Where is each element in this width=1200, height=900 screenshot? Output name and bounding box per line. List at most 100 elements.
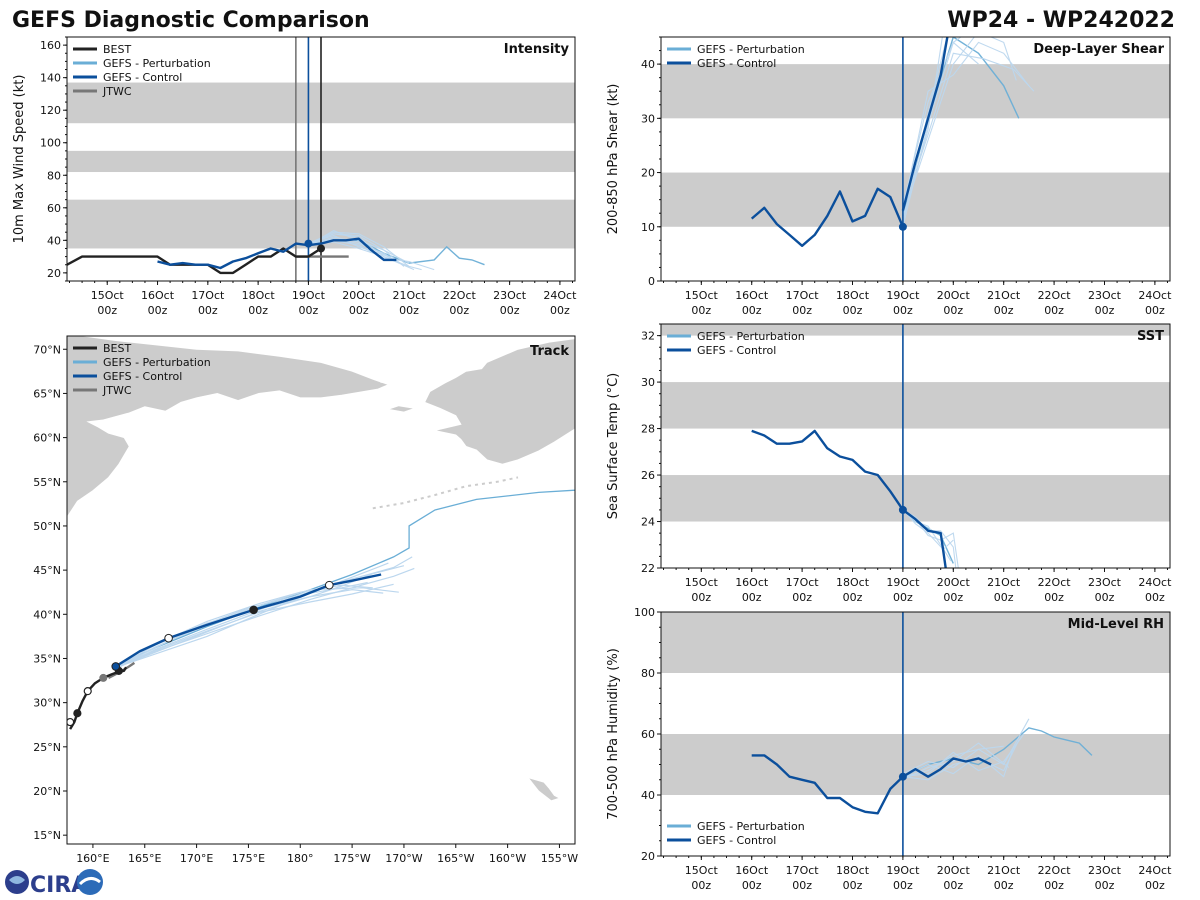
track-ytick-label: 60°N xyxy=(33,432,61,445)
land-alaska xyxy=(424,338,575,465)
shear-plot-area xyxy=(661,37,1170,281)
shear-xtick-day: 24Oct xyxy=(1138,289,1172,302)
sst-control-marker xyxy=(898,505,907,514)
rh-xtick-hour: 00z xyxy=(893,879,913,892)
track-ytick-label: 35°N xyxy=(33,652,61,665)
shear-band xyxy=(661,64,1170,119)
sst-ytick-label: 28 xyxy=(641,423,655,436)
intensity-xtick-day: 23Oct xyxy=(493,289,527,302)
rh-ytick-label: 100 xyxy=(634,606,655,619)
track-legend-label: BEST xyxy=(103,342,131,355)
land-hawaii xyxy=(527,776,561,802)
shear-control-forecast-line xyxy=(901,37,949,211)
agency-seal-wave-icon xyxy=(78,877,101,886)
rh-xtick-day: 15Oct xyxy=(685,864,719,877)
track-map-area xyxy=(67,336,575,844)
land-st-lawrence-island xyxy=(388,405,415,413)
track-xtick-label: 160°W xyxy=(489,852,526,865)
sst-legend-label: GEFS - Control xyxy=(697,344,776,357)
intensity-xtick-hour: 00z xyxy=(248,304,268,317)
sst-xtick-day: 18Oct xyxy=(836,576,870,589)
rh-perturbation-line xyxy=(902,745,1004,775)
intensity-xtick-day: 15Oct xyxy=(91,289,125,302)
track-ytick-label: 70°N xyxy=(33,343,61,356)
intensity-perturbation-line xyxy=(308,233,405,267)
sst-ytick-label: 22 xyxy=(641,562,655,575)
rh-xtick-day: 20Oct xyxy=(937,864,971,877)
rh-legend-label: GEFS - Perturbation xyxy=(697,820,805,833)
intensity-xtick-hour: 00z xyxy=(349,304,369,317)
sst-xtick-day: 19Oct xyxy=(886,576,920,589)
shear-xtick-day: 18Oct xyxy=(836,289,870,302)
shear-xtick-hour: 00z xyxy=(691,304,711,317)
intensity-xtick-day: 17Oct xyxy=(191,289,225,302)
sst-legend-label: GEFS - Perturbation xyxy=(697,330,805,343)
rh-xtick-hour: 00z xyxy=(792,879,812,892)
intensity-legend-label: JTWC xyxy=(102,85,132,98)
track-xtick-label: 165°W xyxy=(437,852,474,865)
shear-xtick-day: 22Oct xyxy=(1038,289,1072,302)
shear-xtick-day: 16Oct xyxy=(735,289,769,302)
rh-xtick-day: 16Oct xyxy=(735,864,769,877)
shear-xtick-hour: 00z xyxy=(943,304,963,317)
rh-legend-label: GEFS - Control xyxy=(697,834,776,847)
sst-xtick-hour: 00z xyxy=(943,591,963,604)
intensity-xtick-hour: 00z xyxy=(500,304,520,317)
track-panel-title: Track xyxy=(530,344,569,359)
rh-control-marker xyxy=(898,772,907,781)
intensity-xtick-hour: 00z xyxy=(198,304,218,317)
intensity-plot-area xyxy=(67,37,575,281)
rh-plot-area xyxy=(661,612,1170,856)
sst-xtick-hour: 00z xyxy=(1044,591,1064,604)
shear-control-line xyxy=(750,187,905,248)
rh-xtick-day: 23Oct xyxy=(1088,864,1122,877)
shear-xtick-hour: 00z xyxy=(843,304,863,317)
intensity-ytick-label: 140 xyxy=(40,72,61,85)
track-frame xyxy=(66,335,576,845)
track-best-marker xyxy=(73,709,82,718)
track-ytick-label: 30°N xyxy=(33,697,61,710)
rh-xtick-day: 22Oct xyxy=(1038,864,1072,877)
intensity-xtick-hour: 00z xyxy=(449,304,469,317)
sst-control-line xyxy=(751,429,947,568)
rh-xtick-hour: 00z xyxy=(994,879,1014,892)
intensity-legend-label: GEFS - Perturbation xyxy=(103,57,211,70)
shear-perturbation-line xyxy=(902,37,1017,217)
rh-xtick-day: 18Oct xyxy=(836,864,870,877)
track-control-marker xyxy=(249,605,258,615)
rh-y-axis-label: 700-500 hPa Humidity (%) xyxy=(606,648,621,820)
rh-xtick-day: 21Oct xyxy=(987,864,1021,877)
track-ytick-label: 50°N xyxy=(33,520,61,533)
intensity-xtick-day: 24Oct xyxy=(543,289,577,302)
sst-xtick-day: 24Oct xyxy=(1138,576,1172,589)
sst-band xyxy=(661,382,1170,429)
rh-xtick-day: 24Oct xyxy=(1138,864,1172,877)
shear-xtick-day: 21Oct xyxy=(987,289,1021,302)
track-ytick-label: 40°N xyxy=(33,608,61,621)
shear-ytick-label: 10 xyxy=(641,221,655,234)
sst-xtick-hour: 00z xyxy=(994,591,1014,604)
rh-xtick-hour: 00z xyxy=(1044,879,1064,892)
sst-band xyxy=(661,324,1170,336)
track-ytick-label: 65°N xyxy=(33,387,61,400)
rh-band xyxy=(661,734,1170,795)
intensity-ytick-label: 80 xyxy=(47,169,61,182)
track-best-marker xyxy=(67,717,75,727)
rh-xtick-day: 19Oct xyxy=(886,864,920,877)
intensity-panel-title: Intensity xyxy=(504,42,570,57)
track-ytick-label: 20°N xyxy=(33,785,61,798)
shear-ytick-label: 20 xyxy=(641,167,655,180)
shear-y-axis-label: 200-850 hPa Shear (kt) xyxy=(606,84,621,235)
shear-legend-label: GEFS - Control xyxy=(697,57,776,70)
shear-control-marker xyxy=(898,222,907,231)
shear-xtick-hour: 00z xyxy=(742,304,762,317)
sst-xtick-hour: 00z xyxy=(742,591,762,604)
intensity-ytick-label: 20 xyxy=(47,267,61,280)
shear-xtick-hour: 00z xyxy=(893,304,913,317)
cira-swirl-icon xyxy=(9,876,25,884)
rh-control-line xyxy=(751,754,992,815)
intensity-xtick-hour: 00z xyxy=(550,304,570,317)
sst-panel-title: SST xyxy=(1137,329,1164,344)
rh-xtick-hour: 00z xyxy=(691,879,711,892)
